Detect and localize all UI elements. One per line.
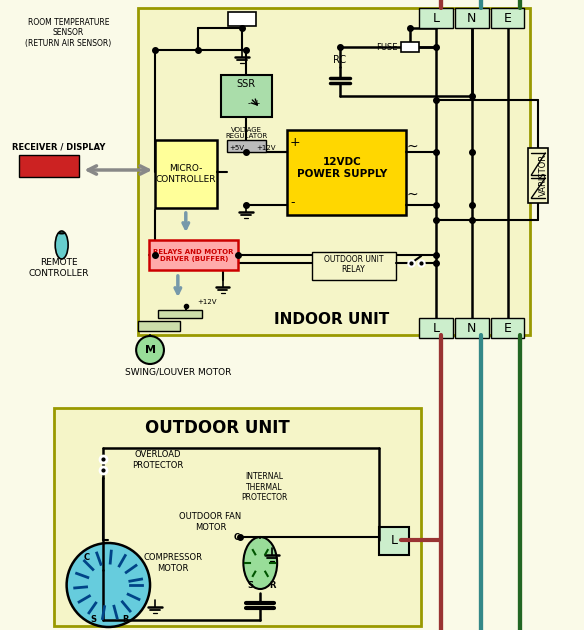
Text: FUSE: FUSE — [376, 42, 397, 52]
Bar — [529, 148, 548, 203]
Text: +12V: +12V — [256, 145, 276, 151]
Text: SSR: SSR — [237, 79, 256, 89]
Bar — [149, 240, 238, 270]
Bar — [19, 155, 78, 177]
Bar — [138, 321, 180, 331]
Text: ~: ~ — [406, 188, 418, 202]
Text: C: C — [84, 553, 89, 561]
Text: INDOOR UNIT: INDOOR UNIT — [274, 312, 390, 328]
Text: RC: RC — [333, 55, 346, 65]
Text: S: S — [248, 580, 253, 590]
Text: S: S — [91, 616, 96, 624]
Text: R: R — [269, 580, 276, 590]
Text: +: + — [290, 135, 301, 149]
Bar — [221, 75, 272, 117]
Text: REMOTE
CONTROLLER: REMOTE CONTROLLER — [29, 258, 89, 278]
Circle shape — [136, 336, 164, 364]
Text: +12V: +12V — [198, 299, 217, 305]
Text: E: E — [503, 321, 512, 335]
Text: M: M — [144, 345, 155, 355]
Text: SWING/LOUVER MOTOR: SWING/LOUVER MOTOR — [124, 367, 231, 377]
Text: L: L — [391, 534, 398, 547]
Bar — [54, 408, 421, 626]
Text: OUTDOOR FAN
MOTOR: OUTDOOR FAN MOTOR — [179, 512, 242, 532]
Text: L: L — [433, 321, 440, 335]
Text: - +: - + — [248, 98, 260, 108]
Bar — [228, 12, 256, 26]
Text: ROOM TEMPERATURE
SENSOR
(RETURN AIR SENSOR): ROOM TEMPERATURE SENSOR (RETURN AIR SENS… — [26, 18, 112, 48]
Bar — [287, 130, 406, 215]
Text: ~: ~ — [406, 140, 418, 154]
Text: L: L — [433, 11, 440, 25]
Bar — [155, 140, 217, 208]
Bar — [491, 318, 524, 338]
Bar — [455, 8, 489, 28]
Text: E: E — [503, 11, 512, 25]
Text: N: N — [467, 11, 477, 25]
Bar — [158, 310, 201, 318]
Text: COMPRESSOR
MOTOR: COMPRESSOR MOTOR — [144, 553, 203, 573]
Text: -: - — [290, 197, 294, 210]
Text: RELAY: RELAY — [342, 265, 366, 275]
Bar — [455, 318, 489, 338]
Text: VARISTOR: VARISTOR — [539, 154, 548, 196]
Bar — [312, 252, 397, 280]
Ellipse shape — [244, 537, 277, 589]
Text: 12VDC
POWER SUPPLY: 12VDC POWER SUPPLY — [297, 158, 387, 179]
Circle shape — [67, 543, 150, 627]
Bar — [401, 42, 419, 52]
Bar — [138, 8, 530, 335]
Text: +5V: +5V — [229, 145, 244, 151]
Text: N: N — [467, 321, 477, 335]
Text: OUTDOOR UNIT: OUTDOOR UNIT — [145, 419, 290, 437]
Bar — [380, 527, 409, 555]
Bar — [419, 8, 453, 28]
Text: C: C — [233, 532, 239, 542]
Text: R: R — [122, 616, 128, 624]
Text: RELAYS AND MOTOR
DRIVER (BUFFER): RELAYS AND MOTOR DRIVER (BUFFER) — [154, 248, 234, 261]
Text: OVERLOAD
PROTECTOR: OVERLOAD PROTECTOR — [133, 450, 183, 470]
Bar — [419, 318, 453, 338]
Text: RECEIVER / DISPLAY: RECEIVER / DISPLAY — [12, 142, 105, 151]
Bar — [227, 140, 266, 152]
Bar — [491, 8, 524, 28]
Text: MICRO-
CONTROLLER: MICRO- CONTROLLER — [155, 164, 216, 184]
Ellipse shape — [55, 231, 68, 259]
Text: OUTDOOR UNIT: OUTDOOR UNIT — [324, 256, 383, 265]
Text: INTERNAL
THERMAL
PROTECTOR: INTERNAL THERMAL PROTECTOR — [241, 472, 287, 502]
Text: VOLTAGE
REGULATOR: VOLTAGE REGULATOR — [225, 127, 267, 139]
